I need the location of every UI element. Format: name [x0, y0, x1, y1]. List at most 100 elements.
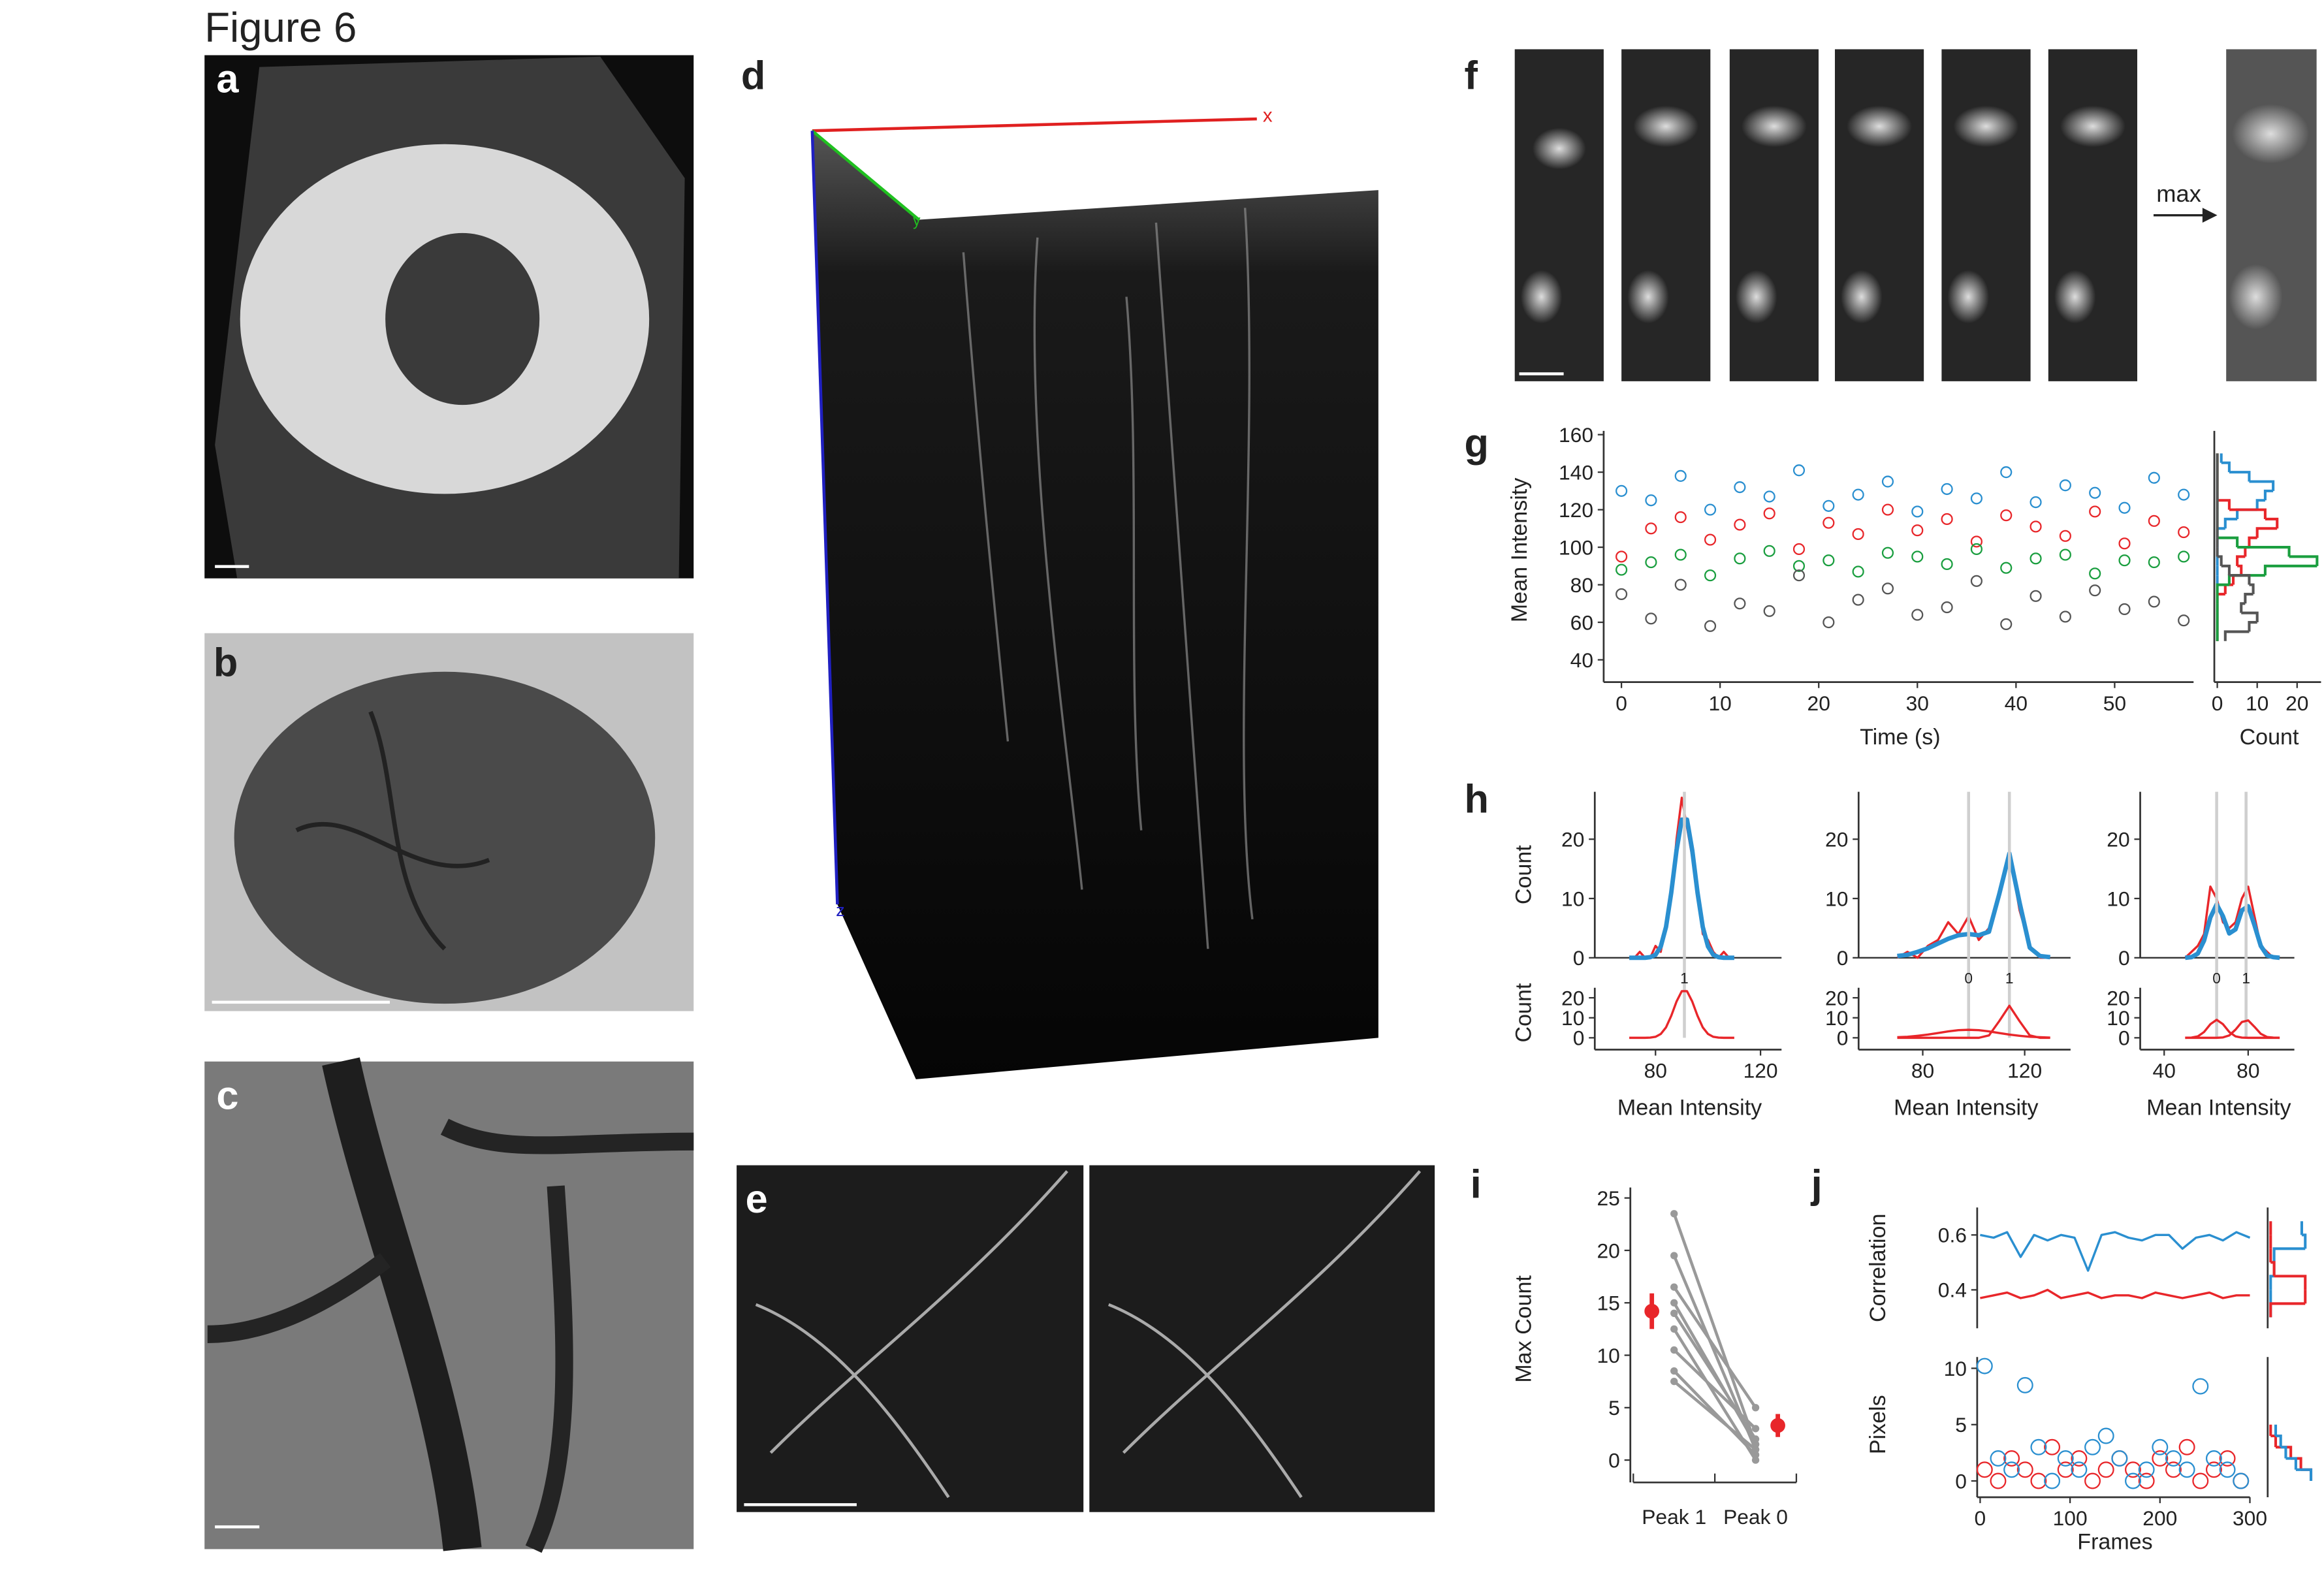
x-tick-label: Peak 0	[1723, 1505, 1788, 1529]
hist-bin	[2249, 480, 2275, 491]
x-tick-label: 80	[2236, 1059, 2259, 1083]
point	[2178, 488, 2190, 501]
y-tick-label: 5	[1608, 1396, 1620, 1420]
hist-bin	[2274, 1275, 2307, 1290]
point	[1674, 548, 1687, 561]
y-tick-label: 20	[1825, 828, 1848, 851]
point	[2030, 1472, 2047, 1489]
arrow-label: max	[2156, 180, 2201, 207]
peak-label: 0	[2212, 970, 2221, 987]
panel-label: g	[1465, 421, 1489, 466]
point	[2030, 552, 2042, 565]
panel-label: b	[214, 641, 238, 685]
hist-bin	[2255, 527, 2278, 538]
hist-bin	[2217, 536, 2239, 548]
x-axis-label: Mean Intensity	[1617, 1095, 1762, 1120]
pair-point	[1751, 1404, 1760, 1412]
x-tick-label: 30	[1906, 691, 1929, 715]
y-tick-label: 20	[1561, 986, 1584, 1009]
point	[2084, 1438, 2101, 1455]
x-tick-label: 0	[1975, 1506, 1986, 1530]
y-tick-label: 0	[2118, 946, 2130, 970]
point	[2165, 1450, 2182, 1467]
pair-point	[1670, 1346, 1678, 1354]
point	[2152, 1438, 2169, 1455]
point	[2057, 1450, 2074, 1467]
point	[1792, 569, 1806, 582]
point	[2148, 471, 2160, 484]
peak-label: 1	[2242, 970, 2250, 987]
point	[2059, 611, 2071, 623]
hist-bin	[2223, 630, 2250, 641]
point	[1970, 575, 1982, 587]
point	[2192, 1472, 2209, 1489]
point	[1704, 533, 1717, 546]
y-tick-label: 15	[1597, 1292, 1620, 1315]
hist-bin	[2276, 1446, 2293, 1459]
x-tick-label: 0	[1616, 691, 1627, 715]
image-b	[204, 633, 694, 1011]
hist-bin	[2301, 1233, 2307, 1249]
y-tick-label: 20	[1561, 828, 1584, 851]
hist-bin	[2300, 1468, 2313, 1482]
hist-bin	[2270, 1434, 2278, 1448]
x-axis-label: Mean Intensity	[2146, 1095, 2291, 1120]
point	[1734, 597, 1746, 610]
x-tick-label: 20	[2285, 691, 2308, 715]
point	[1881, 475, 1894, 488]
point	[1763, 507, 1775, 520]
hist-bin	[2270, 1261, 2276, 1277]
hist-bin	[2223, 517, 2238, 529]
point	[2044, 1472, 2061, 1489]
point	[2178, 526, 2190, 539]
y-tick-label: 20	[2107, 986, 2129, 1009]
y-tick-label: 10	[1825, 1006, 1848, 1030]
point	[2219, 1461, 2236, 1478]
x-tick-label: 40	[2005, 691, 2028, 715]
point	[1970, 535, 1982, 548]
point	[1616, 564, 1628, 576]
y-axis-label: Count	[1512, 983, 1536, 1042]
pair-point	[1670, 1252, 1678, 1260]
x-tick-label: 0	[2212, 691, 2223, 715]
y-tick-label: 10	[1597, 1344, 1620, 1367]
y-tick-label: 0	[1837, 1026, 1849, 1050]
x-tick-label: 120	[1743, 1059, 1778, 1083]
x-tick-label: 40	[2153, 1059, 2176, 1083]
point	[2205, 1461, 2222, 1478]
x-tick-label: 80	[1911, 1059, 1934, 1083]
y-tick-label: 10	[2107, 887, 2129, 910]
point	[2030, 1438, 2047, 1455]
figure-title: Figure 6	[204, 5, 357, 51]
point	[2165, 1461, 2182, 1478]
hist-bin	[2295, 1468, 2313, 1482]
series-line	[2185, 902, 2280, 961]
point	[1823, 516, 1835, 529]
point	[2071, 1461, 2088, 1478]
hist-bin	[2249, 583, 2255, 594]
point	[1881, 582, 1894, 595]
y-tick-label: 0	[1573, 1026, 1585, 1050]
hist-bin	[2221, 461, 2231, 473]
point	[1976, 1461, 1993, 1478]
point	[2084, 1472, 2101, 1489]
x-axis-label: Frames	[2077, 1529, 2152, 1554]
hist-bin	[2244, 592, 2253, 604]
panel-label: i	[1471, 1162, 1482, 1207]
hist-bin	[2269, 1275, 2274, 1290]
point	[2178, 1461, 2195, 1478]
point	[1881, 503, 1894, 516]
pair-line	[1672, 1213, 1757, 1445]
point	[2097, 1461, 2114, 1478]
series-line	[1897, 851, 2051, 960]
point	[1990, 1450, 2007, 1467]
point	[2178, 550, 2190, 563]
point	[2057, 1461, 2074, 1478]
panel-label: e	[746, 1177, 768, 1221]
hist-bin	[2236, 508, 2257, 519]
x-tick-label: 80	[1644, 1059, 1667, 1083]
pair-line	[1673, 1348, 1757, 1430]
point	[1852, 594, 1864, 606]
panel-label: d	[741, 54, 765, 98]
